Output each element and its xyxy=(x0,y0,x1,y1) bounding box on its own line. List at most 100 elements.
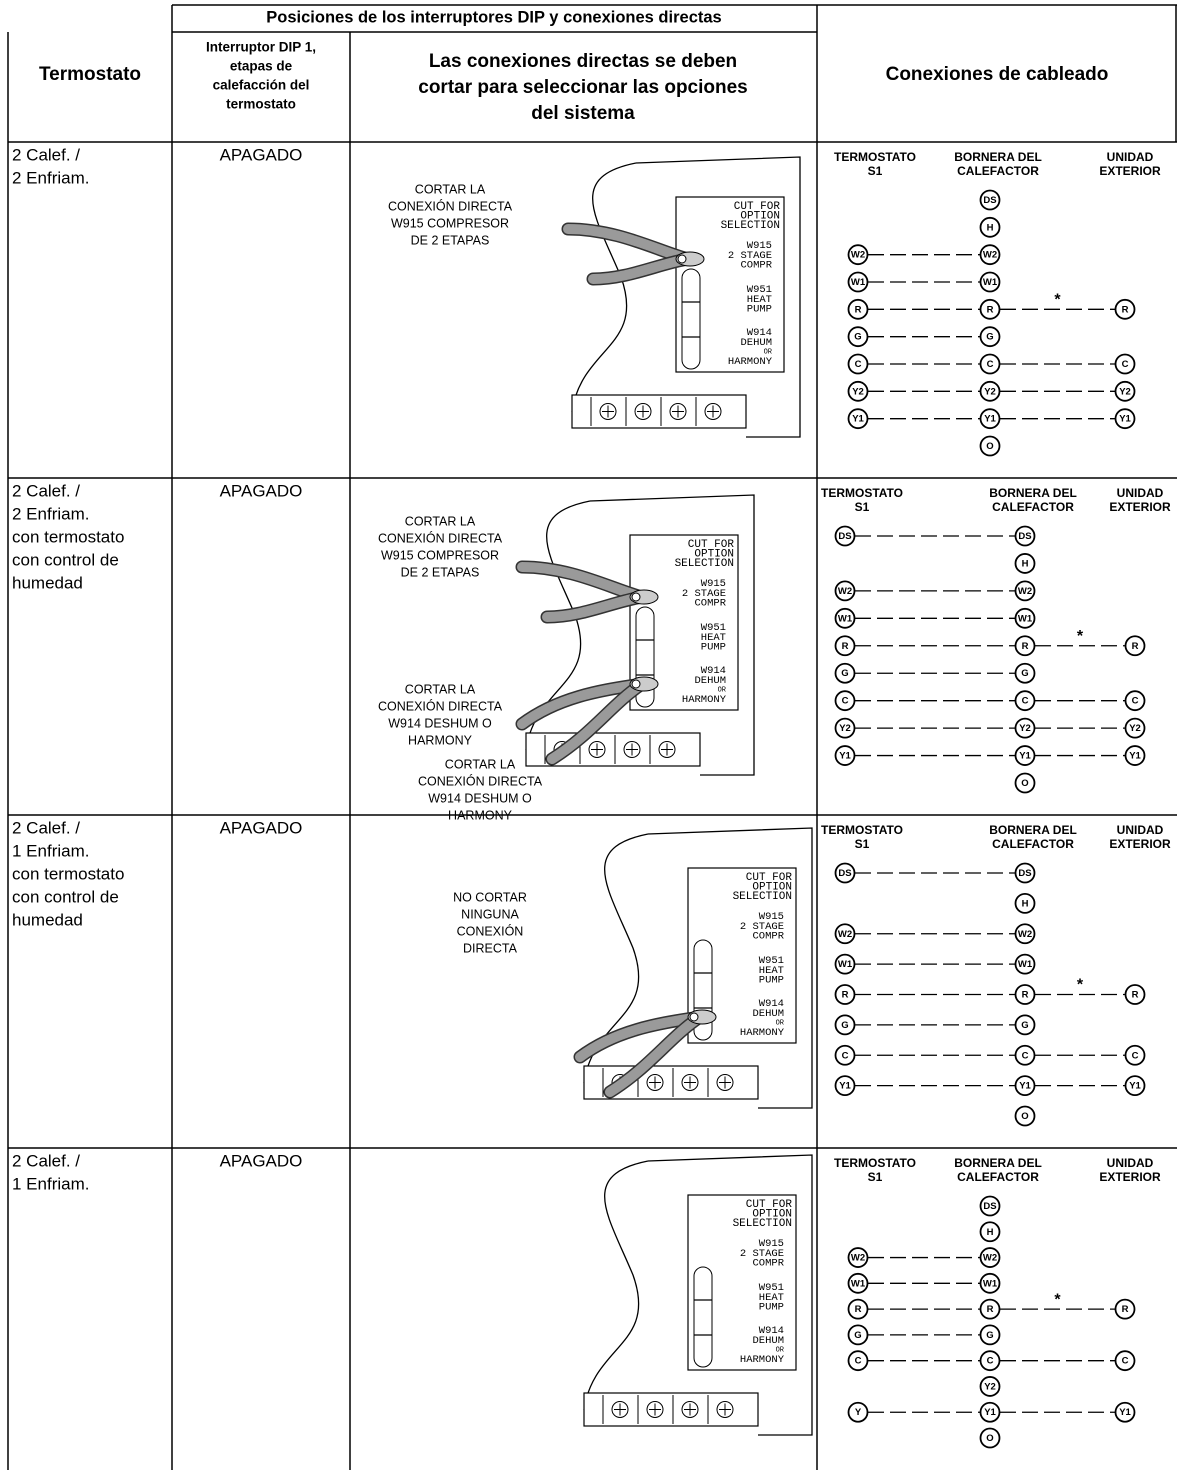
pliers-handle xyxy=(547,679,647,764)
board-title: CUT FOR xyxy=(734,201,781,213)
terminal xyxy=(979,1272,1001,1294)
terminal xyxy=(1014,1075,1036,1097)
col-header: Las conexiones directas se deben xyxy=(429,51,737,72)
terminal xyxy=(1014,862,1036,884)
terminal xyxy=(979,380,1001,402)
cut-note: W914 DESHUM O xyxy=(388,716,492,730)
cut-note: CONEXIÓN DIRECTA xyxy=(418,773,543,788)
board-title: SELECTION xyxy=(721,220,780,232)
option-label: HARMONY xyxy=(682,694,727,706)
wiring-header: EXTERIOR xyxy=(1099,164,1161,178)
terminal xyxy=(979,271,1001,293)
terminal-label: Y1 xyxy=(984,414,996,425)
pliers-pivot xyxy=(689,1012,699,1022)
terminal xyxy=(1014,580,1036,602)
option-label: COMPR xyxy=(752,1257,784,1269)
terminal-label: Y2 xyxy=(1129,723,1141,734)
terminal xyxy=(1124,717,1146,739)
wiring-header: EXTERIOR xyxy=(1099,1170,1161,1184)
terminal-label: W1 xyxy=(838,959,853,970)
option-label: OR xyxy=(776,1346,785,1354)
pliers-pivot xyxy=(631,592,641,602)
terminal xyxy=(834,1014,856,1036)
terminal xyxy=(847,244,869,266)
terminal xyxy=(834,525,856,547)
option-label: HARMONY xyxy=(728,356,773,368)
terminal xyxy=(979,326,1001,348)
option-label: OR xyxy=(764,348,773,356)
terminal xyxy=(979,189,1001,211)
thermostat-type: humedad xyxy=(12,573,83,592)
thermostat-type: con termostato xyxy=(12,527,124,546)
terminal-label: C xyxy=(1122,359,1129,370)
terminal-label: Y xyxy=(855,1407,862,1418)
group-header: Posiciones de los interruptores DIP y co… xyxy=(266,8,721,26)
col-header: termostato xyxy=(226,97,296,112)
wiring-header: CALEFACTOR xyxy=(992,500,1074,514)
terminal-label: R xyxy=(855,1304,862,1315)
terminal xyxy=(1014,1014,1036,1036)
terminal-label: G xyxy=(841,1020,848,1031)
terminal xyxy=(847,1247,869,1268)
wiring-note: * xyxy=(1054,1291,1061,1308)
terminal-label: C xyxy=(1132,1050,1139,1061)
wiring-header: BORNERA DEL xyxy=(954,1156,1042,1170)
option-label: DEHUM xyxy=(694,675,726,687)
terminal-label: W2 xyxy=(1018,586,1032,597)
terminal xyxy=(1124,745,1146,766)
terminal xyxy=(847,408,869,430)
cut-note: CONEXIÓN DIRECTA xyxy=(388,198,513,213)
terminal xyxy=(1014,525,1036,547)
terminal xyxy=(1014,1105,1036,1127)
board-title: CUT FOR xyxy=(688,539,735,551)
terminal-label: W1 xyxy=(851,1278,866,1289)
wiring-header: S1 xyxy=(855,500,870,514)
terminal-label: Y1 xyxy=(1019,751,1031,762)
terminal xyxy=(847,353,869,375)
terminal-label: H xyxy=(1022,558,1029,569)
terminal xyxy=(979,216,1001,238)
terminal xyxy=(1014,662,1036,684)
cut-note: CONEXIÓN DIRECTA xyxy=(378,530,503,545)
option-label: 2 STAGE xyxy=(682,588,726,600)
terminal xyxy=(834,690,856,712)
option-code: W951 xyxy=(701,622,726,634)
terminal xyxy=(1114,298,1136,320)
option-label: 2 STAGE xyxy=(740,1248,784,1260)
terminal-label: W1 xyxy=(851,277,866,288)
col-header: Interruptor DIP 1, xyxy=(206,40,316,55)
terminal xyxy=(1014,1044,1036,1066)
terminal xyxy=(979,1401,1001,1423)
terminal-label: W1 xyxy=(983,277,998,288)
wiring-note: * xyxy=(1077,977,1084,994)
terminal xyxy=(847,298,869,320)
wiring-header: S1 xyxy=(868,164,883,178)
pliers-pivot xyxy=(631,679,641,689)
terminal-label: Y2 xyxy=(852,386,864,397)
wiring-note: * xyxy=(1077,628,1084,645)
board-outline xyxy=(583,1154,813,1436)
terminal xyxy=(1124,1075,1146,1097)
wiring-header: UNIDAD xyxy=(1117,823,1164,837)
thermostat-type: 2 Calef. / xyxy=(12,818,80,837)
option-label: HARMONY xyxy=(740,1354,785,1366)
terminal-label: C xyxy=(842,1050,849,1061)
terminal-label: C xyxy=(987,1356,994,1367)
terminal xyxy=(847,1324,869,1346)
option-code: W915 xyxy=(759,911,784,923)
wiring-note: * xyxy=(1054,292,1061,309)
cut-note: CONEXIÓN xyxy=(457,923,524,938)
terminal-label: C xyxy=(855,359,862,370)
option-label: HEAT xyxy=(747,294,772,306)
cut-note: W914 DESHUM O xyxy=(428,791,532,805)
terminal-label: R xyxy=(855,304,862,315)
terminal-label: G xyxy=(986,332,993,343)
terminal xyxy=(834,635,856,657)
option-code: W951 xyxy=(759,1282,784,1294)
board-title: SELECTION xyxy=(675,558,734,570)
option-label: HEAT xyxy=(759,1292,784,1304)
terminal-label: R xyxy=(1132,990,1139,1001)
thermostat-type: humedad xyxy=(12,910,83,929)
terminal xyxy=(847,1272,869,1294)
terminal xyxy=(1014,717,1036,739)
